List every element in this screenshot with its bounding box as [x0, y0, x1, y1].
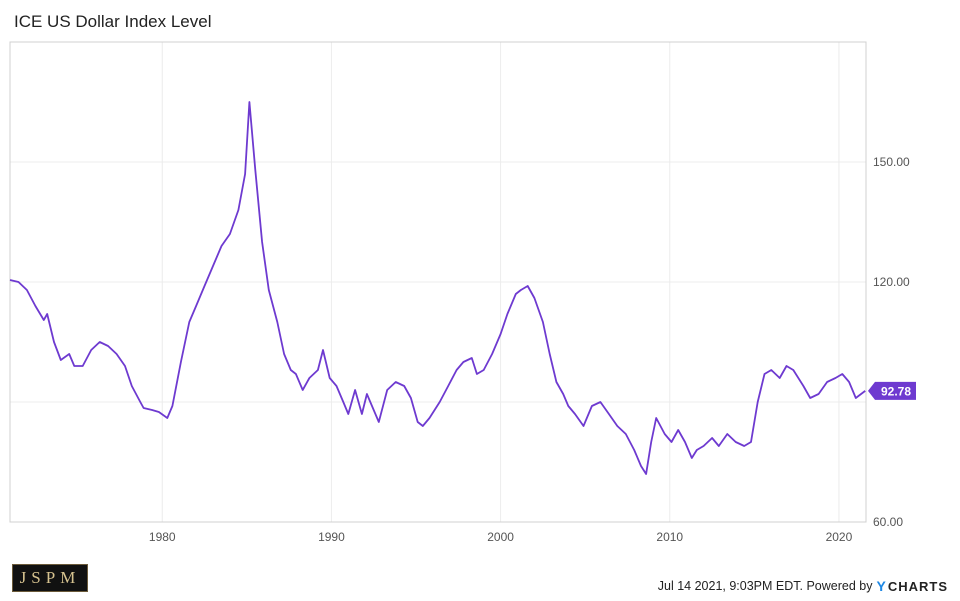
- footer-credit: Jul 14 2021, 9:03PM EDT. Powered by Y CHA…: [658, 578, 948, 594]
- grid-lines: [10, 42, 866, 523]
- x-tick-label: 1990: [318, 530, 345, 544]
- x-tick-label: 2020: [826, 530, 853, 544]
- plot-frame: [9, 41, 867, 523]
- y-axis-ticks: 60.00 120.00 150.00: [873, 155, 910, 529]
- chart-title: ICE US Dollar Index Level: [14, 12, 212, 31]
- value-tag-text: 92.78: [881, 384, 911, 398]
- logo-text: JSPM: [19, 568, 81, 587]
- ycharts-wordmark: CHARTS: [887, 578, 948, 594]
- y-tick-label: 150.00: [873, 155, 910, 169]
- jspm-logo: JSPM: [12, 564, 88, 592]
- x-axis-ticks: 1980 1990 2000 2010 2020: [149, 530, 853, 544]
- y-tick-label: 120.00: [873, 275, 910, 289]
- x-tick-label: 2000: [487, 530, 514, 544]
- current-value-label: 92.78: [868, 381, 916, 400]
- y-tick-label: 60.00: [873, 515, 903, 529]
- value-tag: [868, 381, 916, 400]
- x-tick-label: 2010: [656, 530, 683, 544]
- ycharts-y-icon: Y: [876, 578, 887, 594]
- footer-timestamp: Jul 14 2021, 9:03PM EDT. Powered by: [657, 579, 873, 593]
- ycharts-logo[interactable]: Y CHARTS: [876, 578, 948, 594]
- x-tick-label: 1980: [149, 530, 176, 544]
- series-layer: [9, 101, 866, 475]
- dollar-index-line: [9, 101, 866, 475]
